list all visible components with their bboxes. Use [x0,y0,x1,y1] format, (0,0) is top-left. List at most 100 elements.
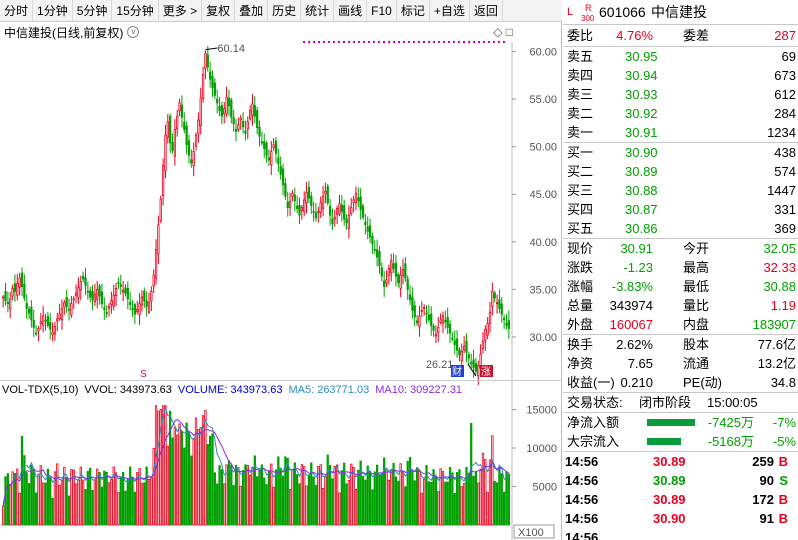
tick-row[interactable]: 14:56 30.89 259 B [563,452,798,471]
stat-label: 量比 [683,298,710,313]
toolbar-tab-13[interactable]: 返回 [470,0,503,22]
volume-bar [291,469,294,526]
toolbar-tab-6[interactable]: 叠加 [235,0,269,22]
tick-row[interactable]: 14:56 [563,528,798,540]
candle-body [347,214,351,229]
volume-bar [121,472,125,526]
low-marker-line [467,363,477,377]
candle-body [453,340,456,345]
volume-bar [98,472,101,526]
volume-bar [281,475,285,526]
asks-label: 卖五 [567,49,594,64]
asks-row[interactable]: 卖三 30.93 612 [563,85,798,104]
candle-body [300,207,303,212]
volume-bar [223,483,226,526]
volume-bar [399,463,402,526]
toolbar-tab-12[interactable]: +自选 [430,0,470,22]
candle-body [256,110,259,129]
bids-label: 买五 [567,221,594,236]
vol-unit-label: X100 [518,527,544,539]
tick-row[interactable]: 14:56 30.89 172 B [563,490,798,509]
volume-bar [25,472,28,526]
volume-bar [394,476,398,526]
candle-body [136,308,139,312]
toolbar-tab-2[interactable]: 5分钟 [73,0,113,22]
bids-row[interactable]: 买五 30.86 369 [563,219,798,238]
toolbar-tab-10[interactable]: F10 [367,0,397,22]
square-icon[interactable]: □ [505,25,513,39]
candle-body [230,99,233,118]
candle-body [425,312,428,315]
volume-bar [114,472,118,526]
candle-body [404,263,407,279]
volume-bar [420,492,423,526]
candle-body [265,142,268,156]
toolbar-tab-3[interactable]: 15分钟 [112,0,159,22]
volume-bar [42,482,45,526]
asks-label: 卖二 [567,106,594,121]
stat-row: 涨幅 -3.83% 最低 30.88 [563,277,798,296]
toolbar-tab-5[interactable]: 复权 [202,0,236,22]
stock-name: 中信建投 [651,4,707,20]
tick-side: B [778,454,788,469]
volume-bar [434,476,438,526]
tick-row[interactable]: 14:56 30.90 91 B [563,509,798,528]
asks-row[interactable]: 卖五 30.95 69 [563,47,798,66]
bids-row[interactable]: 买二 30.89 574 [563,162,798,181]
stat-row: 外盘 160067 内盘 183907 [563,315,798,334]
tick-time: 14:56 [565,511,599,526]
asks-row[interactable]: 卖一 30.91 1234 [563,123,798,142]
candle-body [390,260,393,274]
volume-bar [477,482,480,526]
asks-price: 30.94 [625,68,658,83]
volume-bar [60,480,64,526]
candle-body [183,121,186,130]
candlestick-chart[interactable]: 60.00 55.00 50.00 45.00 40.00 35.00 30.00 60.14… [0,0,562,540]
toolbar-tab-11[interactable]: 标记 [397,0,430,22]
volume-bar [136,472,139,526]
bids-row[interactable]: 买四 30.87 331 [563,200,798,219]
candle-body [451,337,454,340]
bids-row[interactable]: 买一 30.90 438 [563,143,798,162]
tick-list[interactable]: 14:56 30.89 259 B 14:56 30.89 90 S 14:56 30.89 172… [563,451,798,540]
candle-body [157,224,160,255]
volume-bar [495,482,499,526]
candle-body [220,105,224,117]
volume-bar [333,465,336,526]
volume-bar [140,483,144,526]
candle-body [406,278,409,290]
flag-r: R [585,3,592,13]
price-tick-label: 40.00 [529,237,557,249]
toolbar-tab-7[interactable]: 历史 [268,0,302,22]
volume-bar [263,477,266,526]
toolbar-tab-0[interactable]: 分时 [0,0,34,22]
candle-body [463,346,466,351]
chart-area: 分时 1分钟 5分钟 15分钟 更多 > 复权 叠加 历史 统计 画线 F10 标记 +自选 返回 中信建… [0,0,562,540]
candle-body [53,326,57,335]
chevron-down-icon[interactable]: v [127,26,140,38]
asks-row[interactable]: 卖二 30.92 284 [563,104,798,123]
toolbar-tab-1[interactable]: 1分钟 [33,0,73,22]
stat-value: 343974 [609,298,653,313]
diamond-icon[interactable]: ◇ [493,25,503,39]
candle-body [13,283,17,292]
candle-body [274,140,278,154]
candle-body [173,129,176,157]
stat-label: 外盘 [567,317,594,332]
toolbar-tab-8[interactable]: 统计 [301,0,335,22]
volume-bar [89,467,92,526]
tick-price: 30.89 [653,492,686,507]
candle-body [333,216,336,220]
candle-body [385,279,388,284]
candle-body [56,318,59,322]
asks-row[interactable]: 卖四 30.94 673 [563,66,798,85]
flow-value: -7425万 [707,415,754,430]
tick-row[interactable]: 14:56 30.89 90 S [563,471,798,490]
volume-bar [82,479,85,526]
candle-body [324,190,327,195]
bids-row[interactable]: 买三 30.88 1447 [563,181,798,200]
candle-body [65,296,68,307]
candle-body [321,195,325,209]
toolbar-tab-9[interactable]: 画线 [334,0,368,22]
toolbar-tab-4[interactable]: 更多 > [159,0,203,22]
